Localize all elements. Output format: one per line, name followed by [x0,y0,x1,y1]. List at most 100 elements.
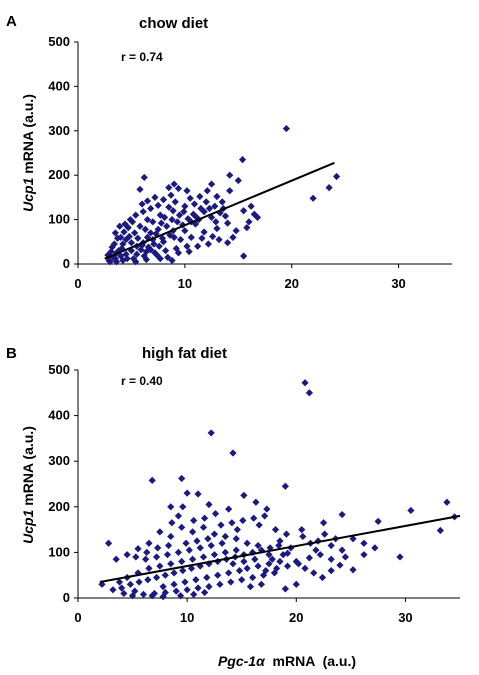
data-point [174,184,183,193]
data-point [148,476,156,484]
data-point [117,233,125,241]
data-point [204,240,212,248]
data-point [301,379,309,387]
data-point [183,187,191,195]
axes-a: 0 100 200 300 400 500 0 10 20 30 [48,34,452,291]
data-point [229,233,237,241]
axes-b: 0 100 200 300 400 500 0 10 20 30 [48,362,460,625]
data-point [203,187,211,195]
data-point [153,251,161,259]
data-point [189,555,197,563]
data-point [170,180,178,188]
data-point [136,222,144,230]
data-point [198,234,206,242]
data-point [443,498,451,506]
x-tick-label: 0 [74,276,81,291]
data-point [263,505,271,513]
data-point [265,551,273,559]
data-point [247,202,255,210]
data-point [240,557,248,566]
data-point [192,576,200,584]
y-tick-label: 500 [48,34,70,49]
data-point [310,569,318,577]
y-tick-label: 300 [48,123,70,138]
data-point [210,551,219,559]
data-point [200,228,208,236]
data-point [199,553,208,561]
data-point [167,560,175,568]
data-point [200,208,208,216]
data-point [305,554,313,562]
data-point [145,564,153,572]
data-point [167,191,175,199]
data-point [215,235,223,244]
data-point [309,194,317,202]
data-point [349,566,357,574]
data-point [245,218,253,226]
data-point [126,580,134,588]
data-point [338,546,346,554]
data-point [152,573,161,582]
data-point [132,211,140,219]
data-point [276,557,284,566]
data-point [226,171,234,179]
data-point [133,250,141,258]
data-point [255,521,263,529]
data-point [327,567,335,575]
x-tick-label: 10 [180,610,194,625]
data-point [212,218,220,226]
data-point [172,587,180,595]
data-point [243,539,251,547]
data-point [154,201,162,209]
x-tick-label: 0 [74,610,81,625]
data-point [165,203,173,211]
data-point [232,535,240,543]
data-point [281,585,289,593]
data-point [360,539,368,547]
data-point [207,541,215,550]
data-point [205,500,213,509]
data-point [218,198,226,206]
data-point [190,516,198,525]
data-point [190,200,199,208]
data-point [134,234,142,242]
data-point [159,196,168,204]
data-point [163,222,171,230]
data-point [142,555,150,563]
data-point [134,545,142,553]
y-tick-label: 200 [48,499,70,514]
data-point [292,580,300,588]
data-point [238,576,246,584]
correlation-label-b: r = 0.40 [121,374,163,388]
data-point [250,514,258,522]
data-point [259,571,268,579]
data-point [253,213,262,221]
data-point [179,567,187,575]
data-point [205,204,214,213]
data-point [116,222,124,230]
data-point [282,124,290,133]
data-point [325,184,333,192]
data-point [148,592,156,600]
data-point [154,544,162,552]
data-point [139,208,147,216]
data-point [131,587,139,595]
data-point [210,530,219,538]
data-point [218,539,226,547]
data-point [143,548,151,556]
data-point [275,541,283,550]
data-point [173,218,181,226]
data-point [120,589,128,598]
data-point [162,247,170,255]
data-point [252,498,260,506]
data-point [139,590,148,598]
data-point [234,176,242,185]
data-point [196,192,204,201]
data-point [98,580,106,588]
panel-letter-b: B [6,345,17,362]
x-tick-label: 30 [398,610,412,625]
data-point [268,555,276,563]
data-point [246,583,255,591]
data-point [156,528,164,536]
data-point [232,546,240,554]
